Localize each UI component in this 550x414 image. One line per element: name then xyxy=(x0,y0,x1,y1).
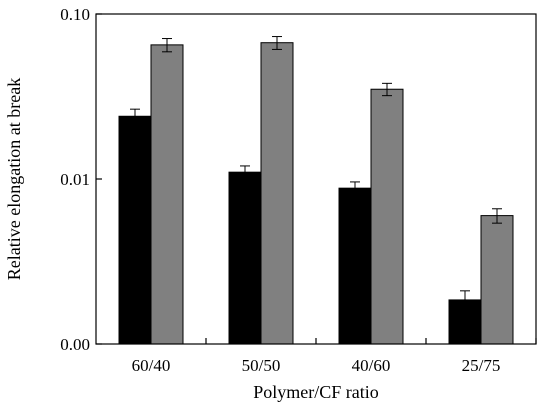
bar xyxy=(260,42,294,345)
x-tick-label: 40/60 xyxy=(352,356,391,375)
bar xyxy=(480,215,514,345)
y-tick-label: 0.10 xyxy=(60,5,90,24)
bar xyxy=(228,171,262,345)
bar xyxy=(338,187,372,345)
x-axis: 60/40 50/50 40/60 25/75 xyxy=(132,338,537,375)
x-tick-label: 25/75 xyxy=(462,356,501,375)
bar xyxy=(118,115,152,345)
x-tick-label: 60/40 xyxy=(132,356,171,375)
chart-marks xyxy=(118,36,514,345)
y-tick-label: 0.00 xyxy=(60,335,90,354)
y-tick-label: 0.01 xyxy=(60,170,90,189)
bar xyxy=(150,44,184,345)
y-axis-label: Relative elongation at break xyxy=(4,78,24,280)
x-tick-label: 50/50 xyxy=(242,356,281,375)
bar xyxy=(370,88,404,345)
x-axis-label: Polymer/CF ratio xyxy=(253,382,379,402)
y-axis: 0.00 0.01 0.10 xyxy=(60,5,102,354)
